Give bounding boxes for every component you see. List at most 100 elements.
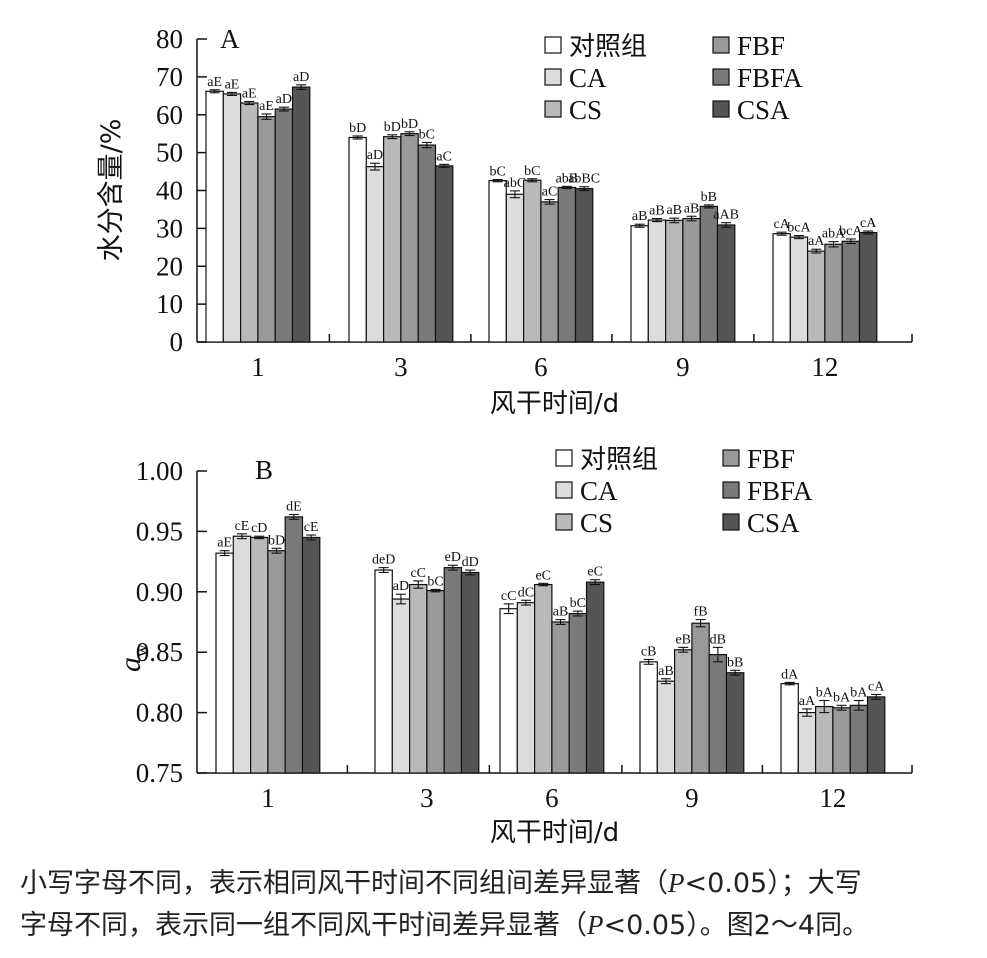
y-axis-label-sub: w [131,644,151,657]
caption-p: P [587,910,604,940]
x-tick-label: 3 [420,783,434,813]
legend-swatch [544,36,562,54]
data-label: bD [349,121,366,136]
data-label: cA [773,217,790,232]
bar [551,621,570,774]
data-label: bC [427,574,443,589]
data-label: abA [822,227,846,242]
x-tick-label: 3 [394,352,408,382]
bar [832,707,851,774]
y-tick-label: 80 [156,24,183,54]
bar [574,188,594,343]
data-label: bB [701,190,717,205]
bar [434,165,454,343]
data-label: aD [393,579,409,594]
bar [780,683,799,774]
bar [488,180,507,343]
legend-swatch [544,68,562,86]
bar [858,231,878,343]
y-tick-label: 0.95 [136,516,183,546]
data-label: aA [799,694,816,709]
bar [409,583,428,774]
caption-text: 字母不同，表示同一组不同风干时间差异显著（ [20,910,587,941]
legend-swatch [722,449,740,467]
data-label: bcA [839,224,863,239]
data-label: dC [518,585,534,600]
bar [585,581,605,774]
bar [789,236,809,343]
bar [240,102,259,343]
data-label: aB [649,204,665,219]
data-label: cB [641,644,657,659]
data-label: abB [556,171,579,186]
y-tick-label: 70 [156,62,183,92]
data-label: bA [833,690,851,705]
x-tick-label: 6 [545,783,559,813]
bar [250,536,269,774]
data-label: bC [419,127,435,142]
bar [849,704,869,774]
bar [725,672,745,774]
legend-swatch [555,513,573,531]
y-tick-label: 1.00 [136,456,183,486]
bar [365,166,385,343]
data-label: abC [504,176,527,191]
caption-line-1: 小写字母不同，表示相同风干时间不同组间差异显著（P<0.05）；大写 [20,862,970,905]
bar [866,696,886,774]
bar [647,219,667,343]
legend-swatch [712,36,730,54]
legend-swatch [722,481,740,499]
legend-label: CS [580,508,613,538]
data-label: eB [675,632,691,647]
x-axis-label: 风干时间/d [490,389,619,419]
caption-text: <0.05）；大写 [684,868,862,899]
y-tick-label: 0.90 [136,577,183,607]
y-axis-label-main: a [114,657,147,672]
bar [274,108,294,343]
data-label: cC [410,566,426,581]
bar [460,571,480,774]
x-tick-label: 12 [819,783,846,813]
data-label: cA [868,679,885,694]
bar [348,136,367,343]
bar [708,654,728,774]
bar [814,705,834,774]
y-tick-label: 60 [156,100,183,130]
bar [557,186,577,343]
legend-swatch [544,100,562,118]
bar [797,711,817,774]
data-label: aB [684,201,700,216]
legend-label: CS [569,95,602,125]
data-label: bD [401,117,418,132]
data-label: cD [251,521,267,536]
bar [291,86,311,343]
bar [664,219,684,343]
bar [417,144,437,343]
legend-label: FBF [737,31,785,61]
data-label: bC [524,164,540,179]
y-tick-label: 30 [156,213,183,243]
bar [691,622,710,774]
data-label: dD [462,555,479,570]
data-label: eC [535,568,551,583]
legend-label: FBFA [747,476,813,506]
x-tick-label: 6 [534,352,548,382]
data-label: aE [259,99,274,114]
bar [682,217,701,343]
bar [806,250,826,343]
y-tick-label: 0.85 [136,637,183,667]
bar [383,136,402,343]
caption-text: <0.05）。图2～4同。 [603,910,870,941]
data-label: deD [372,553,395,568]
data-label: eC [587,565,603,580]
bar [284,516,304,774]
bar [533,583,553,774]
legend-swatch [712,100,730,118]
data-label: aB [666,203,682,218]
data-label: aA [808,234,825,249]
bar [522,179,542,343]
data-label: aB [553,605,569,620]
data-label: aAB [713,208,739,223]
bar [215,552,234,774]
